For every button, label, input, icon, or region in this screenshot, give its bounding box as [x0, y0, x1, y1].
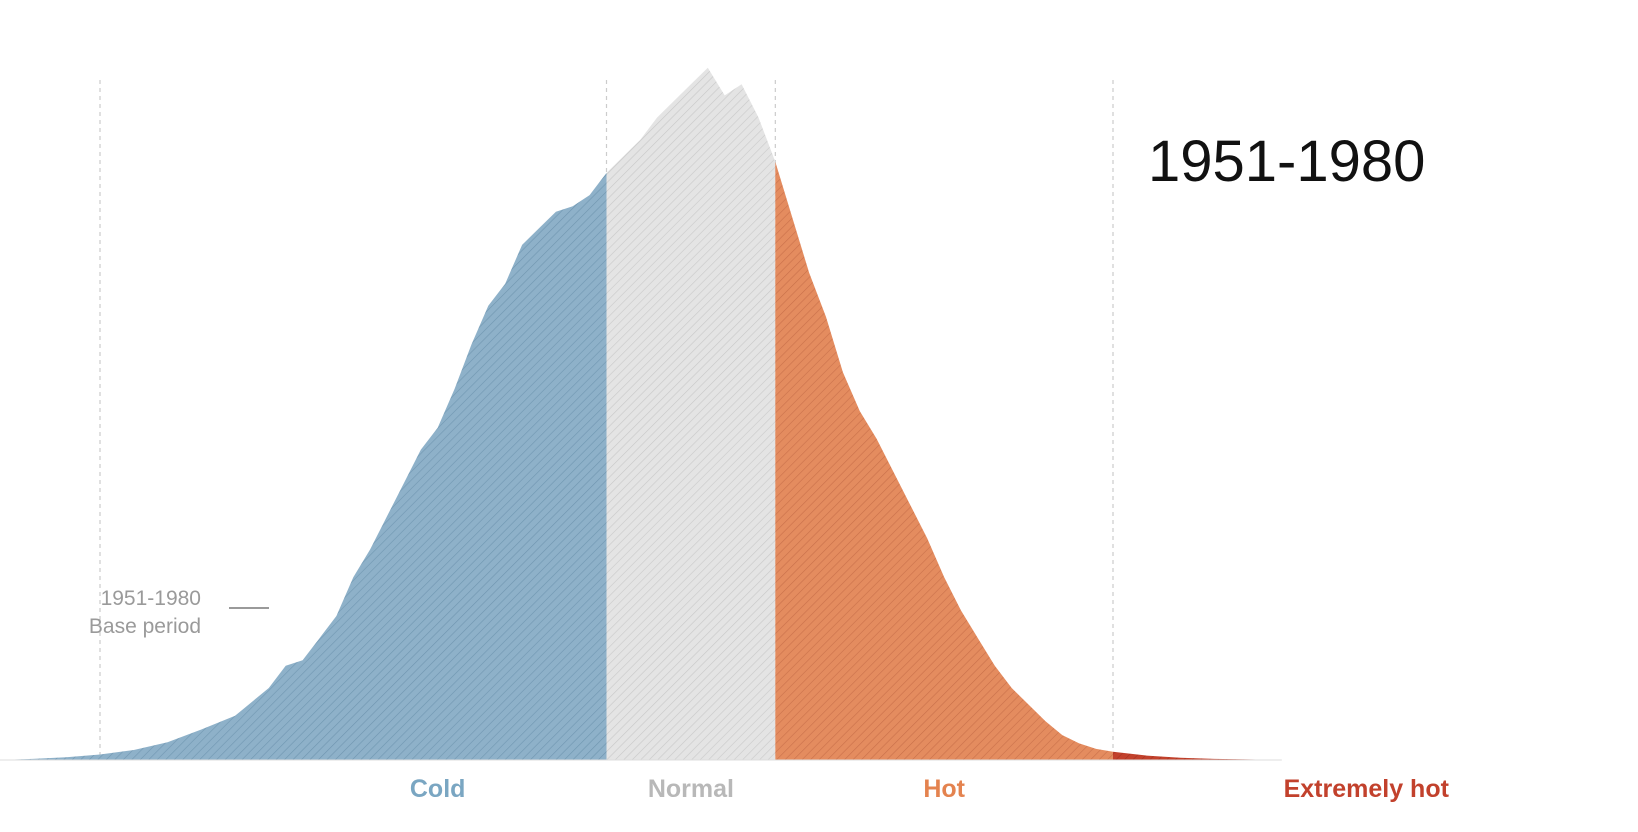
- category-label-extremely-hot: Extremely hot: [1283, 775, 1449, 803]
- area-hot: [775, 161, 1113, 761]
- base-period-marker: [229, 607, 269, 609]
- base-period-label: 1951-1980 Base period: [58, 585, 201, 641]
- area-cold: [0, 172, 607, 760]
- period-title: 1951-1980: [1148, 129, 1426, 194]
- category-label-hot: Hot: [923, 775, 965, 803]
- area-extremely-hot: [1113, 751, 1282, 760]
- base-period-text: Base period: [88, 615, 201, 638]
- area-normal: [606, 67, 776, 760]
- base-period-years: 1951-1980: [100, 587, 201, 610]
- category-label-cold: Cold: [409, 775, 466, 803]
- category-label-normal: Normal: [647, 775, 734, 803]
